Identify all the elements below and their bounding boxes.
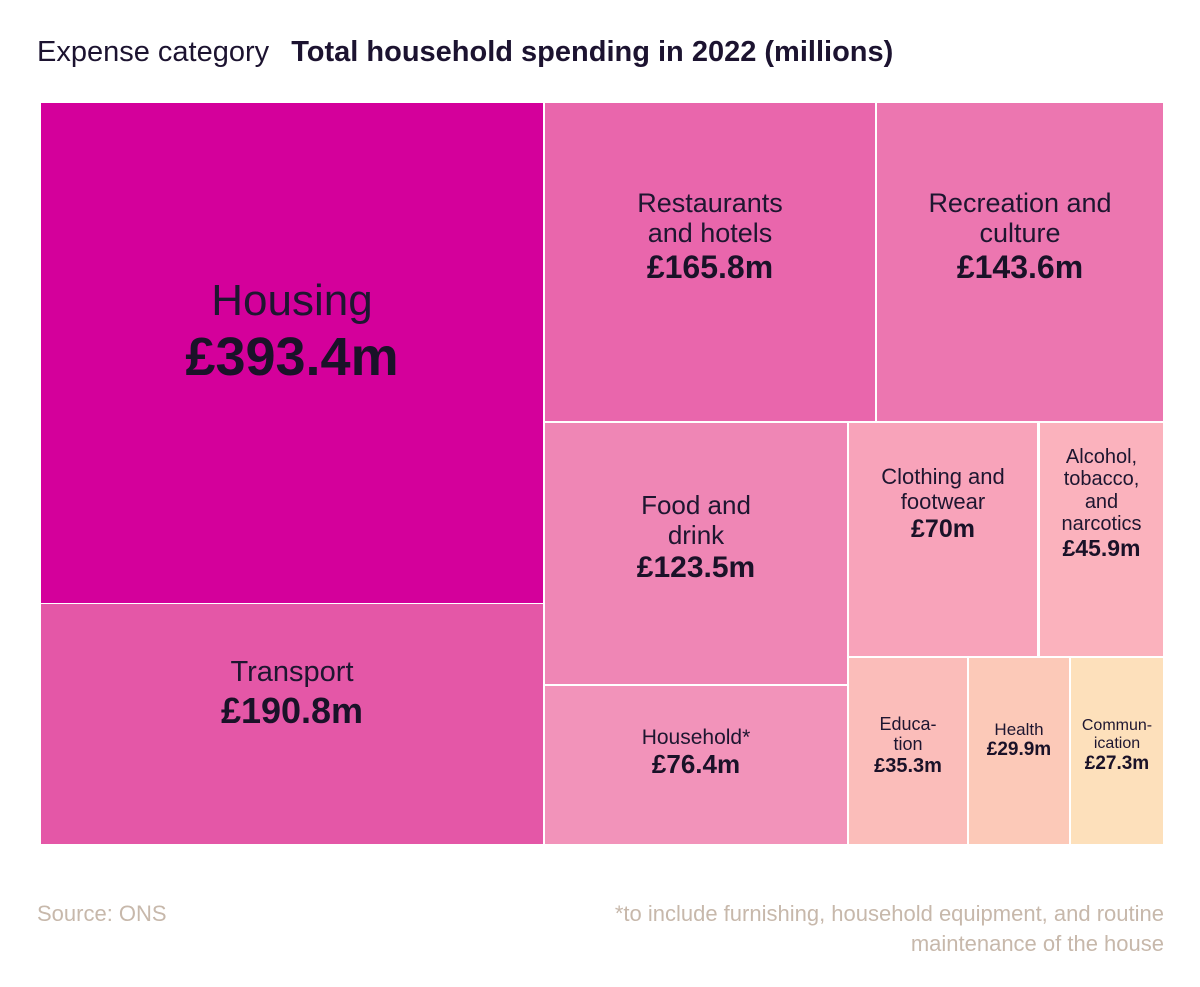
footnote: *to include furnishing, household equipm…	[614, 901, 1164, 957]
treemap-tile-alcohol-tobacco-and-narcotics: Alcohol, tobacco, and narcotics £45.9m	[1040, 423, 1163, 656]
tile-label: Food and drink	[641, 490, 751, 550]
treemap-tile-education: Educa- tion £35.3m	[849, 658, 967, 844]
tile-value: £29.9m	[986, 739, 1052, 761]
treemap-tile-food-and-drink: Food and drink £123.5m	[545, 423, 847, 684]
treemap-tile-housing: Housing £393.4m	[41, 103, 543, 603]
tile-text: Housing £393.4m	[185, 276, 398, 390]
treemap-tile-communication: Commun- ication £27.3m	[1071, 658, 1163, 844]
treemap-tile-health: Health £29.9m	[969, 658, 1069, 844]
tile-text: Alcohol, tobacco, and narcotics £45.9m	[1061, 446, 1141, 563]
tile-label: Educa- tion	[879, 713, 937, 754]
tile-value: £35.3m	[874, 755, 942, 778]
tile-value: £45.9m	[1062, 535, 1141, 562]
tile-text: Educa- tion £35.3m	[874, 714, 942, 778]
treemap-tile-transport: Transport £190.8m	[41, 604, 543, 844]
tile-label: Health	[994, 720, 1044, 740]
treemap-tile-restaurants-and-hotels: Restaurants and hotels £165.8m	[545, 103, 875, 421]
tile-value: £190.8m	[220, 689, 364, 731]
tile-text: Health £29.9m	[987, 720, 1051, 762]
tile-text: Clothing and footwear £70m	[881, 463, 1005, 544]
tile-label: Household*	[641, 725, 751, 749]
tile-label: Recreation and culture	[928, 187, 1112, 248]
treemap-tile-clothing-and-footwear: Clothing and footwear £70m	[849, 423, 1037, 656]
tile-text: Commun- ication £27.3m	[1082, 717, 1152, 776]
category-label: Expense category	[37, 36, 270, 68]
tile-value: £76.4m	[651, 749, 741, 780]
treemap-tile-recreation-and-culture: Recreation and culture £143.6m	[877, 103, 1163, 421]
tile-value: £70m	[911, 515, 975, 544]
tile-label: Commun- ication	[1081, 716, 1153, 752]
tile-label: Restaurants and hotels	[637, 187, 783, 248]
tile-label: Alcohol, tobacco, and narcotics	[1061, 445, 1142, 536]
tile-value: £165.8m	[646, 249, 774, 286]
tile-value: £143.6m	[956, 249, 1084, 286]
chart-header: Expense category Total household spendin…	[37, 36, 893, 69]
tile-value: £393.4m	[185, 327, 399, 388]
tile-text: Recreation and culture £143.6m	[928, 188, 1111, 287]
chart-title: Total household spending in 2022 (millio…	[291, 36, 894, 68]
tile-label: Housing	[211, 275, 373, 325]
tile-text: Restaurants and hotels £165.8m	[637, 188, 783, 287]
tile-value: £123.5m	[636, 550, 756, 584]
tile-text: Transport £190.8m	[221, 656, 363, 732]
tile-value: £27.3m	[1084, 752, 1150, 774]
tile-label: Transport	[230, 656, 354, 689]
source-note: Source: ONS	[37, 901, 167, 926]
treemap-tile-household: Household* £76.4m	[545, 686, 847, 844]
tile-text: Household* £76.4m	[642, 726, 751, 781]
tile-text: Food and drink £123.5m	[637, 491, 755, 585]
tile-label: Clothing and footwear	[881, 463, 1005, 514]
